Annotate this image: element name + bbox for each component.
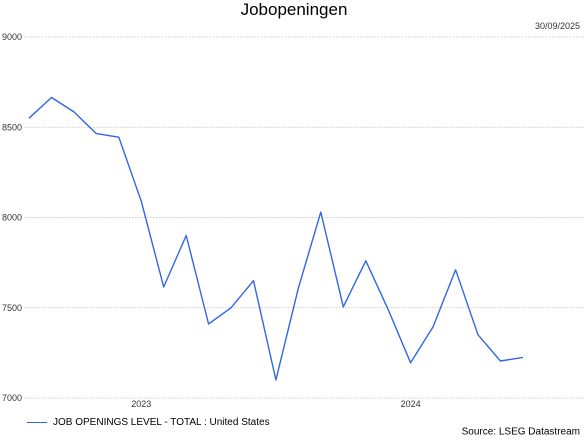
data-point — [342, 305, 345, 308]
data-point — [409, 361, 412, 364]
data-point — [319, 211, 322, 214]
y-tick-label: 8500 — [2, 122, 22, 132]
data-point — [432, 325, 435, 328]
data-point — [364, 259, 367, 262]
data-point — [477, 333, 480, 336]
y-tick-label: 9000 — [2, 32, 22, 42]
y-tick-label: 7000 — [2, 393, 22, 403]
y-tick-label: 7500 — [2, 303, 22, 313]
data-point — [50, 96, 53, 99]
data-point — [454, 268, 457, 271]
legend-label: JOB OPENINGS LEVEL - TOTAL : United Stat… — [53, 417, 270, 428]
data-point — [297, 286, 300, 289]
data-point — [499, 360, 502, 363]
data-point — [521, 356, 524, 359]
source-note: Source: LSEG Datastream — [461, 426, 580, 438]
data-point — [72, 110, 75, 113]
x-tick-label: 2024 — [401, 399, 421, 409]
data-point — [274, 378, 277, 381]
data-point — [95, 132, 98, 135]
data-point — [28, 117, 31, 120]
x-tick-label: 2023 — [131, 399, 151, 409]
data-point — [162, 286, 165, 289]
chart-title: Jobopeningen — [240, 0, 348, 19]
legend-swatch — [27, 422, 47, 423]
data-point — [117, 136, 120, 139]
data-point — [207, 323, 210, 326]
y-tick-label: 8000 — [2, 213, 22, 223]
data-point — [140, 200, 143, 203]
date-stamp: 30/09/2025 — [534, 21, 580, 31]
data-point — [185, 234, 188, 237]
chart-legend: JOB OPENINGS LEVEL - TOTAL : United Stat… — [27, 417, 270, 428]
data-point — [252, 279, 255, 282]
data-point — [387, 308, 390, 311]
series-line — [28, 96, 524, 381]
data-point — [230, 306, 233, 309]
